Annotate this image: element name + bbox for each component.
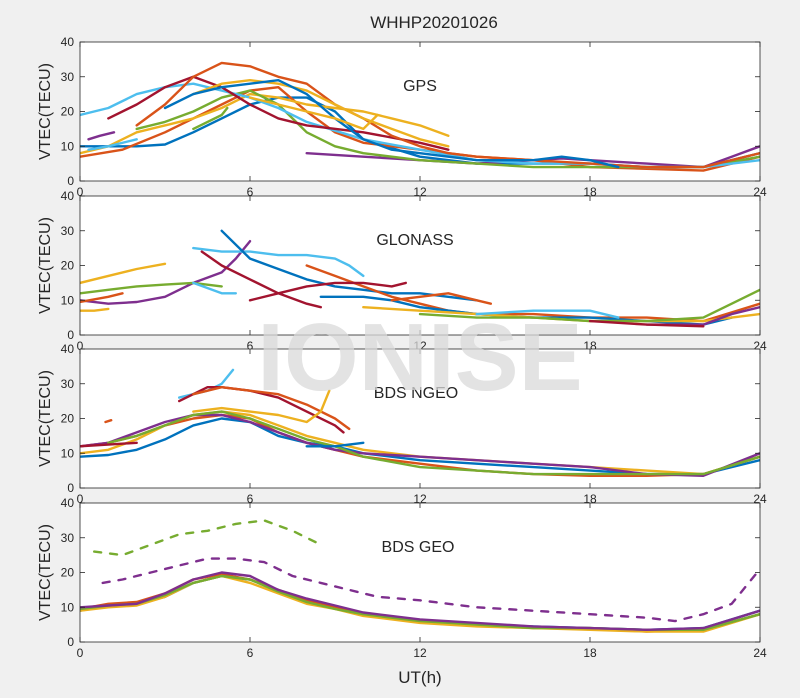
y-tick-label: 0 <box>67 328 74 342</box>
panel-title: BDS GEO <box>382 539 455 556</box>
series-line-3 <box>80 240 252 305</box>
series-line-17 <box>475 309 620 319</box>
y-tick-label: 10 <box>61 446 75 460</box>
series-line-10 <box>305 441 365 448</box>
y-axis-label: VTEC(TECU) <box>37 63 54 160</box>
y-tick-label: 30 <box>61 531 75 545</box>
y-tick-label: 20 <box>61 566 75 580</box>
x-tick-label: 0 <box>77 646 84 660</box>
panel-title: GPS <box>403 78 437 95</box>
x-tick-label: 6 <box>247 185 254 199</box>
series-line-5 <box>80 292 124 304</box>
x-tick-label: 12 <box>413 646 427 660</box>
series-line-10 <box>248 281 407 302</box>
panel-bds-ngeo: 0 6 12 18 24 0 10 20 30 40 VTEC(TECU) BDS NGEO <box>37 342 767 506</box>
x-tick-label: 6 <box>247 492 254 506</box>
y-tick-label: 20 <box>61 259 75 273</box>
series-line-9 <box>192 79 450 148</box>
x-tick-label: 18 <box>583 492 597 506</box>
series-line-13 <box>87 138 138 151</box>
x-tick-label: 12 <box>413 185 427 199</box>
series-line-1 <box>93 519 322 557</box>
x-tick-label: 18 <box>583 185 597 199</box>
y-tick-label: 40 <box>61 189 75 203</box>
series-line-7 <box>178 386 345 434</box>
series-line-7 <box>80 571 760 631</box>
x-tick-label: 0 <box>77 492 84 506</box>
panel-gps: 0 6 12 18 24 0 10 20 30 40 VTEC(TECU) GPS <box>37 35 767 199</box>
series-line-1 <box>80 262 167 285</box>
panel-bds-geo: 0 6 12 18 24 0 10 20 30 40 VTEC(TECU) BDS GEO <box>37 496 767 660</box>
series-line-8 <box>200 250 322 309</box>
y-axis-label: VTEC(TECU) <box>37 370 54 467</box>
x-tick-label: 6 <box>247 339 254 353</box>
x-tick-label: 0 <box>77 339 84 353</box>
x-tick-label: 6 <box>247 646 254 660</box>
series-group <box>80 61 760 172</box>
x-tick-label: 24 <box>753 492 767 506</box>
series-line-6 <box>192 246 365 278</box>
x-tick-label: 12 <box>413 492 427 506</box>
series-line-8 <box>135 61 760 169</box>
y-tick-label: 30 <box>61 224 75 238</box>
y-axis-label: VTEC(TECU) <box>37 217 54 314</box>
y-tick-label: 10 <box>61 600 75 614</box>
x-tick-label: 18 <box>583 646 597 660</box>
x-tick-label: 24 <box>753 646 767 660</box>
panel-title: BDS NGEO <box>374 385 458 402</box>
series-line-1 <box>80 417 760 476</box>
y-tick-label: 10 <box>61 293 75 307</box>
y-tick-label: 30 <box>61 70 75 84</box>
y-axis-label: VTEC(TECU) <box>37 524 54 621</box>
y-tick-label: 20 <box>61 105 75 119</box>
panel-title: GLONASS <box>376 232 453 249</box>
figure-title: WHHP20201026 <box>370 13 498 32</box>
series-line-18 <box>588 319 705 328</box>
series-group <box>80 368 760 477</box>
series-line-3 <box>80 92 450 155</box>
series-line-14 <box>248 96 379 131</box>
x-axis-label: UT(h) <box>398 668 441 687</box>
watermark: IONISE <box>257 304 582 411</box>
series-line-14 <box>390 292 492 305</box>
series-group <box>80 519 760 633</box>
series-line-7 <box>107 75 450 151</box>
y-tick-label: 0 <box>67 635 74 649</box>
y-tick-label: 0 <box>67 174 74 188</box>
series-line-12 <box>87 131 116 141</box>
series-line-10 <box>163 79 620 169</box>
series-line-8 <box>192 386 351 431</box>
series-line-9 <box>192 389 331 424</box>
series-line-11 <box>192 106 229 131</box>
series-line-12 <box>80 441 138 448</box>
x-tick-label: 24 <box>753 185 767 199</box>
x-tick-label: 0 <box>77 185 84 199</box>
y-tick-label: 40 <box>61 342 75 356</box>
series-line-11 <box>104 419 113 424</box>
y-tick-label: 30 <box>61 377 75 391</box>
series-line-12 <box>192 281 237 295</box>
y-tick-label: 40 <box>61 496 75 510</box>
series-line-15 <box>418 288 760 323</box>
y-tick-label: 0 <box>67 481 74 495</box>
series-group <box>80 229 760 328</box>
series-line-2 <box>80 307 110 312</box>
y-tick-label: 20 <box>61 412 75 426</box>
y-tick-label: 10 <box>61 139 75 153</box>
y-tick-label: 40 <box>61 35 75 49</box>
